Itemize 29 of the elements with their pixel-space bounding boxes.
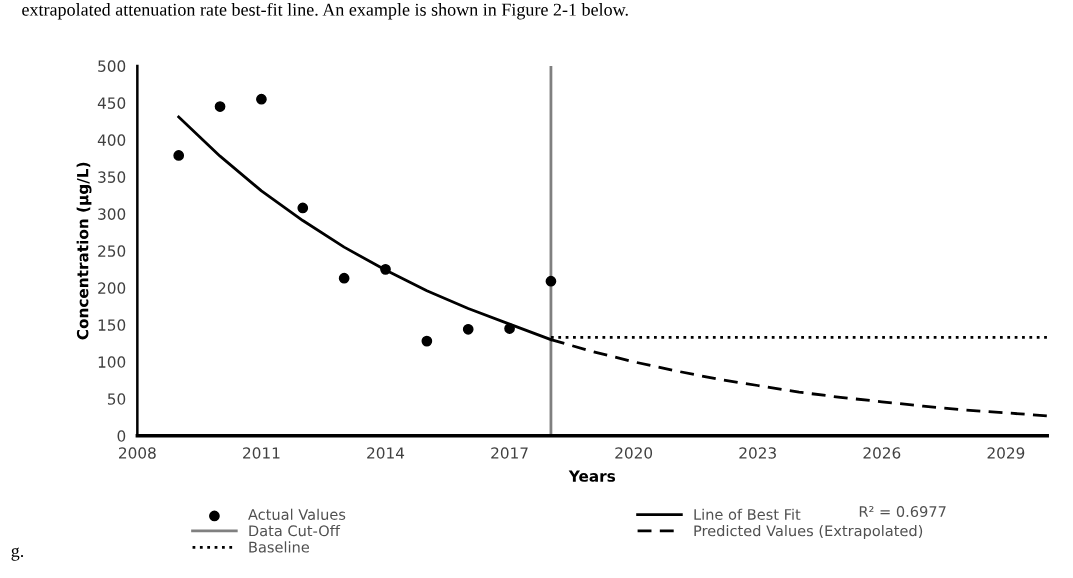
x-tick-label: 2008 xyxy=(119,447,156,459)
y-tick-label: 250 xyxy=(98,245,126,257)
y-tick-label: 400 xyxy=(97,134,126,146)
legend-label: Baseline xyxy=(249,541,310,553)
legend-label: Actual Values xyxy=(248,508,346,520)
x-tick-label: 2023 xyxy=(739,447,776,459)
x-tick-label: 2014 xyxy=(367,447,405,459)
text: extrapolated attenuation rate best-fit line. An example is shown in Figure 2-1 below. xyxy=(22,2,628,20)
y-tick-label: 300 xyxy=(98,208,126,220)
legend-label: Predicted Values (Extrapolated) xyxy=(694,524,923,540)
x-axis-title: Years xyxy=(568,470,616,482)
x-tick-label: 2026 xyxy=(863,447,901,459)
y-tick-label: 500 xyxy=(98,60,126,72)
y-tick-label: 150 xyxy=(98,319,126,331)
x-tick-label: 2029 xyxy=(987,447,1025,459)
legend-label: Data Cut-Off xyxy=(249,524,341,537)
y-tick-label: 200 xyxy=(98,282,126,294)
y-tick-label: 0 xyxy=(117,430,126,442)
y-tick-label: 50 xyxy=(107,393,126,405)
y-tick-label: 350 xyxy=(98,171,126,183)
x-tick-label: 2011 xyxy=(243,447,280,459)
x-tick-label: 2017 xyxy=(491,447,528,459)
y-tick-label: 450 xyxy=(97,97,126,109)
legend-label: Line of Best Fit xyxy=(694,508,801,520)
text: g. xyxy=(11,547,24,561)
y-tick-label: 100 xyxy=(98,356,126,368)
text: R² = 0.6977 xyxy=(859,506,946,518)
y-axis-title: Concentration (µg/L) xyxy=(76,162,92,340)
x-tick-label: 2020 xyxy=(615,447,653,459)
